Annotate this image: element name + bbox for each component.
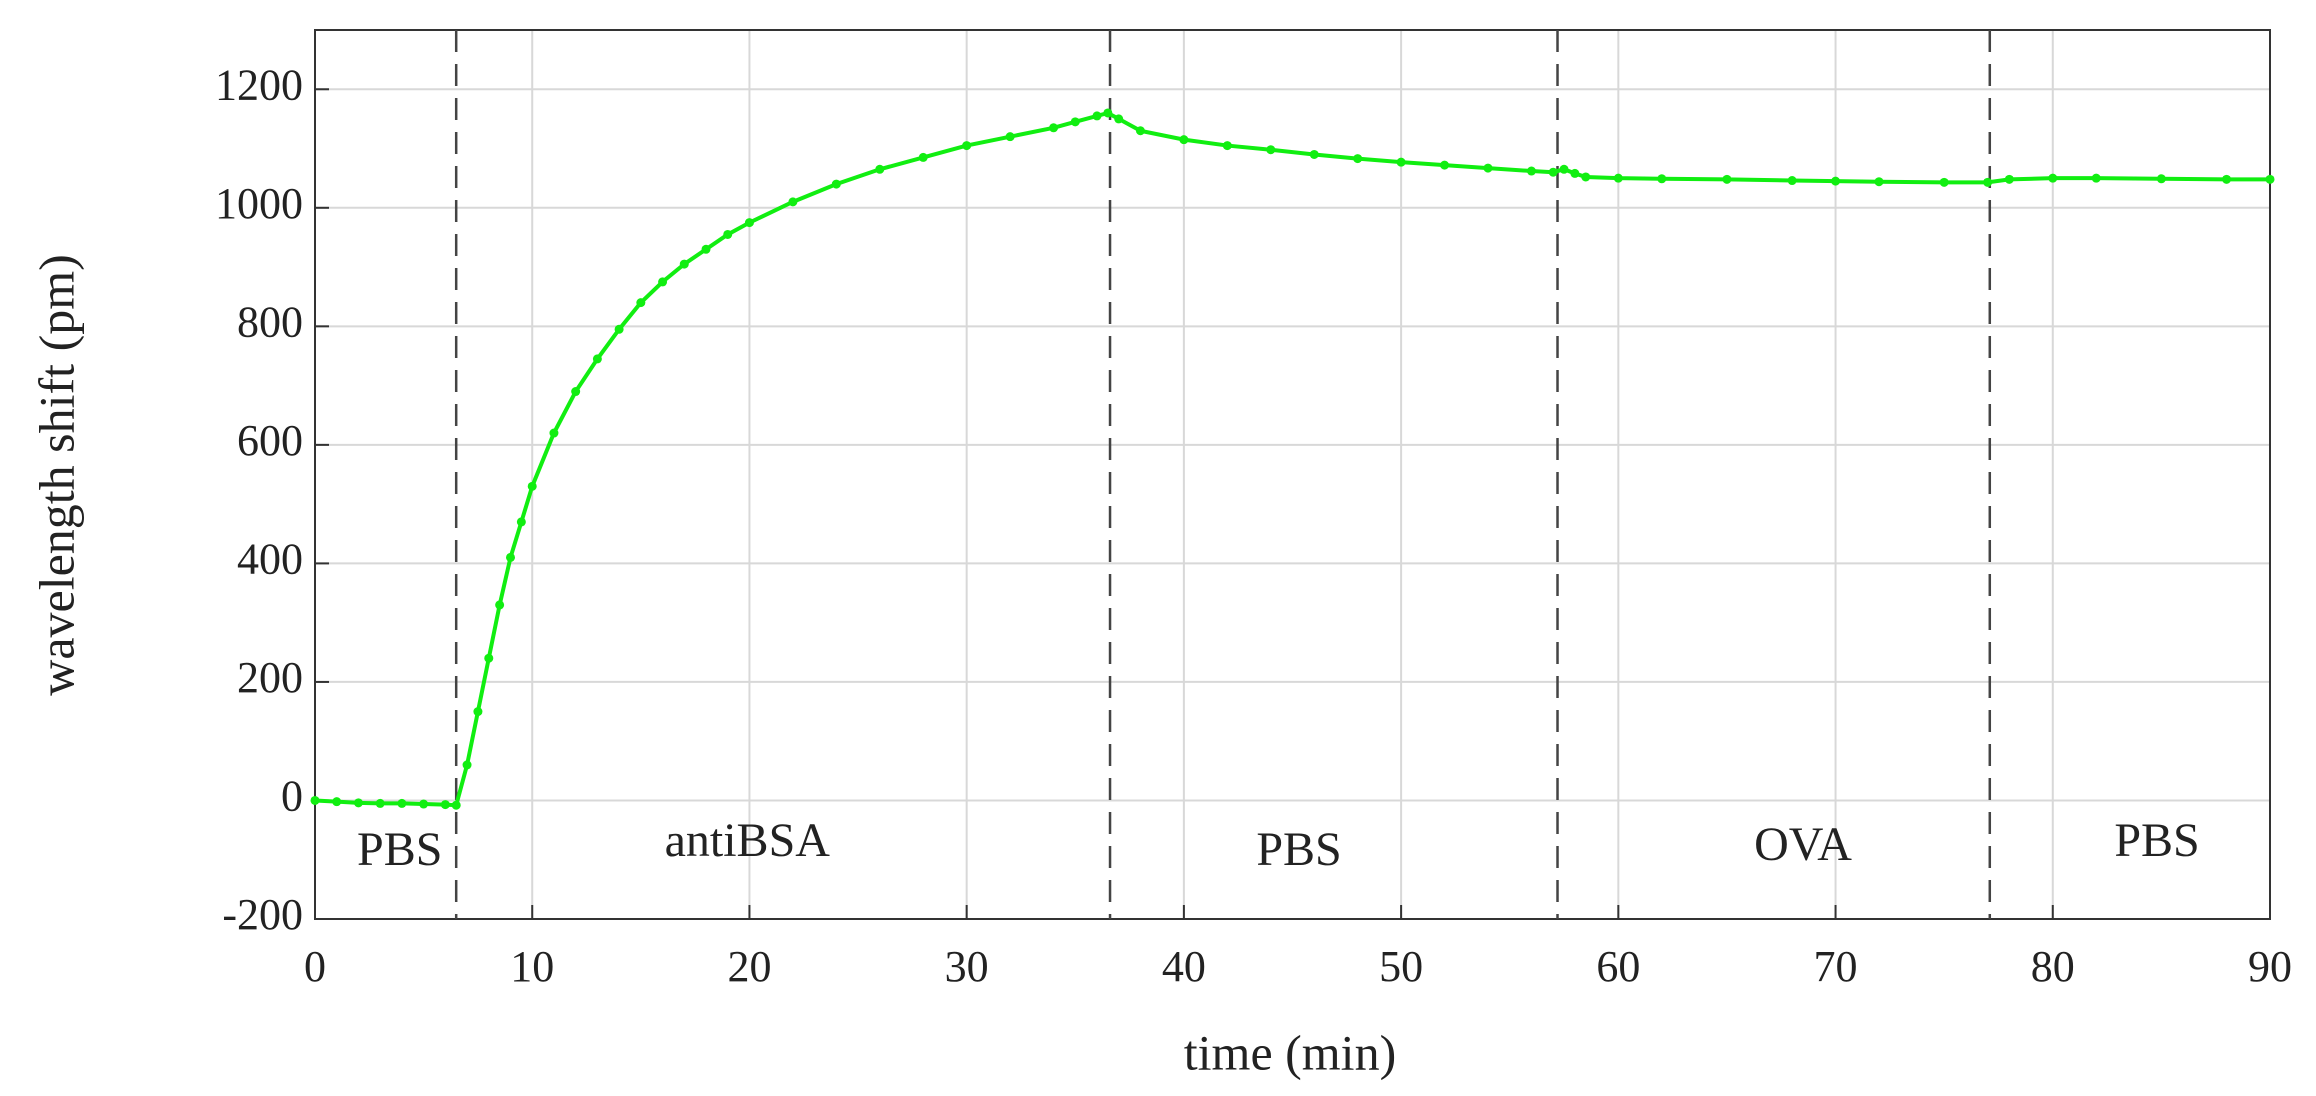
- y-tick-label: 400: [237, 534, 303, 583]
- x-tick-label: 40: [1162, 942, 1206, 991]
- data-point: [1092, 111, 1102, 121]
- data-point: [451, 800, 461, 810]
- data-point: [2048, 173, 2058, 183]
- data-point: [1070, 117, 1080, 127]
- data-point: [723, 229, 733, 239]
- data-point: [1049, 123, 1059, 133]
- x-tick-label: 50: [1379, 942, 1423, 991]
- x-tick-label: 30: [945, 942, 989, 991]
- y-tick-label: 600: [237, 416, 303, 465]
- data-point: [1396, 157, 1406, 167]
- x-tick-label: 80: [2031, 942, 2075, 991]
- data-point: [353, 798, 363, 808]
- data-point: [1309, 149, 1319, 159]
- data-point: [788, 197, 798, 207]
- y-axis-label: wavelength shift (pm): [28, 254, 84, 696]
- y-tick-label: 1000: [215, 179, 303, 228]
- data-point: [1222, 141, 1232, 151]
- data-point: [1559, 164, 1569, 174]
- data-line: [314, 110, 2270, 808]
- data-point: [1874, 177, 1884, 187]
- data-point: [875, 164, 885, 174]
- data-point: [1179, 135, 1189, 145]
- data-point: [831, 179, 841, 189]
- data-point: [1548, 167, 1558, 177]
- data-point: [1526, 166, 1536, 176]
- phase-label: PBS: [357, 823, 442, 876]
- data-point: [375, 798, 385, 808]
- data-point: [1787, 176, 1797, 186]
- data-point: [1722, 174, 1732, 184]
- data-point: [918, 152, 928, 162]
- data-point: [440, 800, 450, 810]
- y-tick-label: 200: [237, 653, 303, 702]
- data-point: [592, 354, 602, 364]
- y-tick-label: 0: [281, 772, 303, 821]
- data-point: [679, 259, 689, 269]
- data-point: [1483, 163, 1493, 173]
- data-point: [310, 795, 320, 805]
- data-point: [701, 244, 711, 254]
- data-point: [1581, 172, 1591, 182]
- data-point: [1613, 173, 1623, 183]
- data-point: [1114, 114, 1124, 124]
- phase-label: OVA: [1754, 818, 1852, 871]
- x-tick-label: 60: [1596, 942, 1640, 991]
- data-point: [484, 653, 494, 663]
- data-point: [614, 324, 624, 334]
- data-point: [506, 552, 515, 562]
- data-point: [2265, 174, 2275, 184]
- x-axis-label: time (min): [1184, 1024, 1396, 1080]
- data-point: [1983, 177, 1993, 187]
- data-point: [1939, 177, 1949, 187]
- plot-frame: [314, 29, 2271, 920]
- phase-label: antiBSA: [665, 814, 831, 867]
- data-point: [1570, 168, 1580, 178]
- data-point: [549, 428, 559, 438]
- data-point: [2004, 174, 2014, 184]
- phase-label: PBS: [1256, 823, 1341, 876]
- data-point: [1103, 108, 1113, 118]
- data-point: [462, 760, 472, 770]
- data-point: [1005, 132, 1015, 142]
- x-tick-label: 70: [1814, 942, 1858, 991]
- data-point: [473, 707, 483, 717]
- data-point: [636, 298, 646, 308]
- data-point: [571, 387, 581, 397]
- data-point: [332, 797, 342, 807]
- data-point: [527, 481, 537, 491]
- data-point: [2222, 174, 2232, 184]
- data-point: [744, 218, 754, 228]
- x-tick-label: 90: [2248, 942, 2292, 991]
- data-point: [1657, 174, 1667, 184]
- data-point: [2091, 173, 2101, 183]
- x-tick-label: 20: [727, 942, 771, 991]
- data-point: [1135, 126, 1145, 136]
- y-tick-label: 800: [237, 297, 303, 346]
- phase-label: PBS: [2114, 814, 2199, 867]
- data-point: [658, 277, 668, 287]
- x-tick-label: 0: [304, 942, 326, 991]
- data-point: [1440, 160, 1450, 170]
- y-tick-label: 1200: [215, 60, 303, 109]
- data-point: [962, 141, 972, 151]
- data-point: [1353, 154, 1363, 164]
- data-point: [397, 798, 407, 808]
- data-point: [495, 600, 505, 610]
- data-point: [419, 799, 429, 809]
- data-point: [2156, 174, 2166, 184]
- y-tick-label: -200: [222, 890, 303, 939]
- x-tick-label: 10: [510, 942, 554, 991]
- data-point: [1266, 145, 1276, 155]
- data-point: [516, 517, 526, 527]
- data-point: [1831, 176, 1841, 186]
